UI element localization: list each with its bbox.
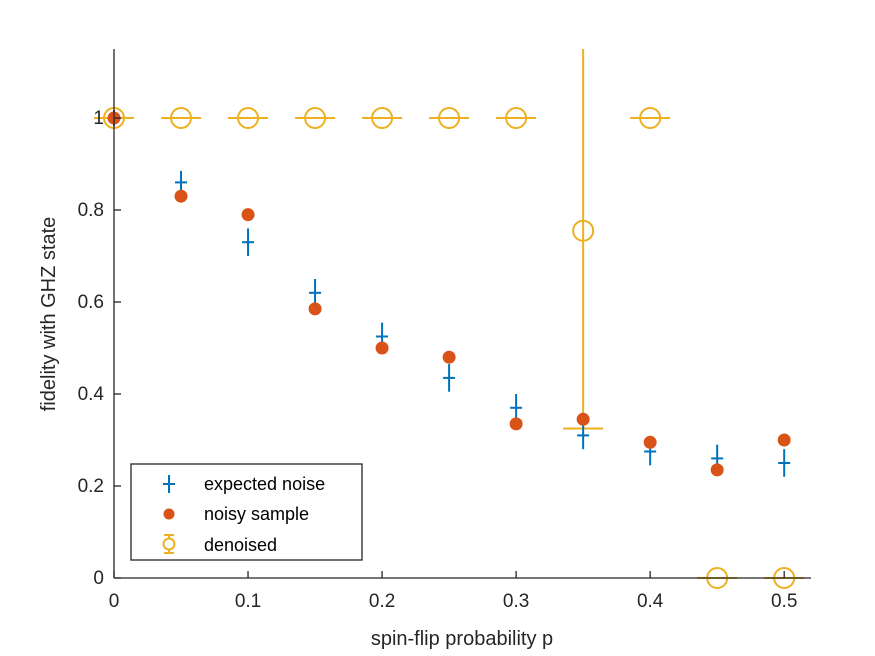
x-tick-label-0-5: 0.5 bbox=[771, 591, 797, 612]
y-tick-label-1: 1 bbox=[93, 108, 104, 129]
legend-marker-denoised-circle bbox=[162, 537, 176, 551]
x-tick-label-0: 0 bbox=[109, 591, 120, 612]
noisy-sample-point-8 bbox=[643, 435, 657, 449]
x-tick-label-0-1: 0.1 bbox=[235, 591, 261, 612]
noisy-sample-point-4 bbox=[375, 341, 389, 355]
x-tick-label-0-4: 0.4 bbox=[637, 591, 664, 612]
denoised-point-8 bbox=[639, 107, 662, 129]
denoised-point-7 bbox=[572, 219, 595, 242]
noisy-sample-point-9 bbox=[710, 463, 724, 477]
noisy-sample-point-3 bbox=[308, 302, 322, 316]
noisy-sample-point-6 bbox=[509, 417, 523, 431]
denoised-point-5 bbox=[438, 107, 461, 129]
series-noisy-sample bbox=[107, 111, 791, 477]
noisy-sample-point-2 bbox=[241, 208, 255, 222]
noisy-sample-point-7 bbox=[576, 412, 590, 426]
legend-label-denoised: denoised bbox=[204, 535, 277, 555]
y-axis-ticks: 0 0.2 0.4 0.6 0.8 1 bbox=[78, 108, 121, 589]
y-tick-label-0-6: 0.6 bbox=[78, 292, 104, 313]
y-tick-label-0-4: 0.4 bbox=[78, 384, 105, 405]
y-tick-label-0-8: 0.8 bbox=[78, 200, 104, 221]
denoised-point-6 bbox=[505, 107, 528, 129]
noisy-sample-point-1 bbox=[174, 189, 188, 203]
y-tick-label-0-2: 0.2 bbox=[78, 476, 104, 497]
x-axis-ticks: 0 0.1 0.2 0.3 0.4 0.5 bbox=[109, 571, 797, 612]
noisy-sample-point-10 bbox=[777, 433, 791, 447]
denoised-point-3 bbox=[304, 107, 327, 129]
legend-marker-noisy-sample bbox=[163, 508, 175, 520]
y-tick-label-0: 0 bbox=[93, 568, 104, 589]
x-tick-label-0-2: 0.2 bbox=[369, 591, 395, 612]
y-axis-label: fidelity with GHZ state bbox=[38, 217, 60, 412]
legend-label-noisy-sample: noisy sample bbox=[204, 504, 309, 524]
noisy-sample-point-5 bbox=[442, 350, 456, 364]
x-tick-label-0-3: 0.3 bbox=[503, 591, 529, 612]
legend-label-expected-noise: expected noise bbox=[204, 474, 325, 494]
denoised-point-4 bbox=[371, 107, 394, 129]
denoised-point-1 bbox=[170, 107, 193, 129]
denoised-point-2 bbox=[237, 107, 260, 129]
x-axis-label: spin-flip probability p bbox=[371, 628, 553, 650]
legend: expected noise noisy sample denoised bbox=[130, 463, 363, 561]
